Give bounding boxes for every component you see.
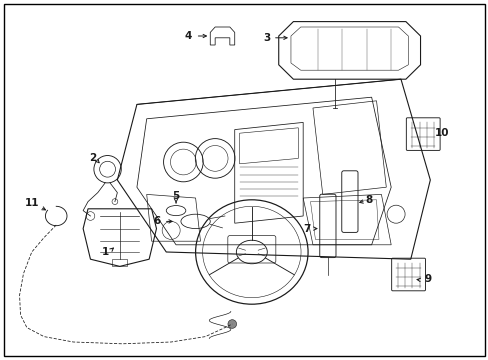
Text: 10: 10 [434,128,449,138]
Text: 3: 3 [263,33,269,43]
Text: 1: 1 [102,247,108,257]
Text: 9: 9 [424,274,430,284]
Text: 8: 8 [365,195,372,205]
Text: 5: 5 [172,191,179,201]
Text: 11: 11 [24,198,39,208]
Bar [112,259,127,266]
Text: 2: 2 [89,153,96,163]
Text: 6: 6 [154,216,161,226]
Text: 4: 4 [184,31,192,41]
Text: 7: 7 [303,224,310,234]
Circle shape [227,320,236,328]
